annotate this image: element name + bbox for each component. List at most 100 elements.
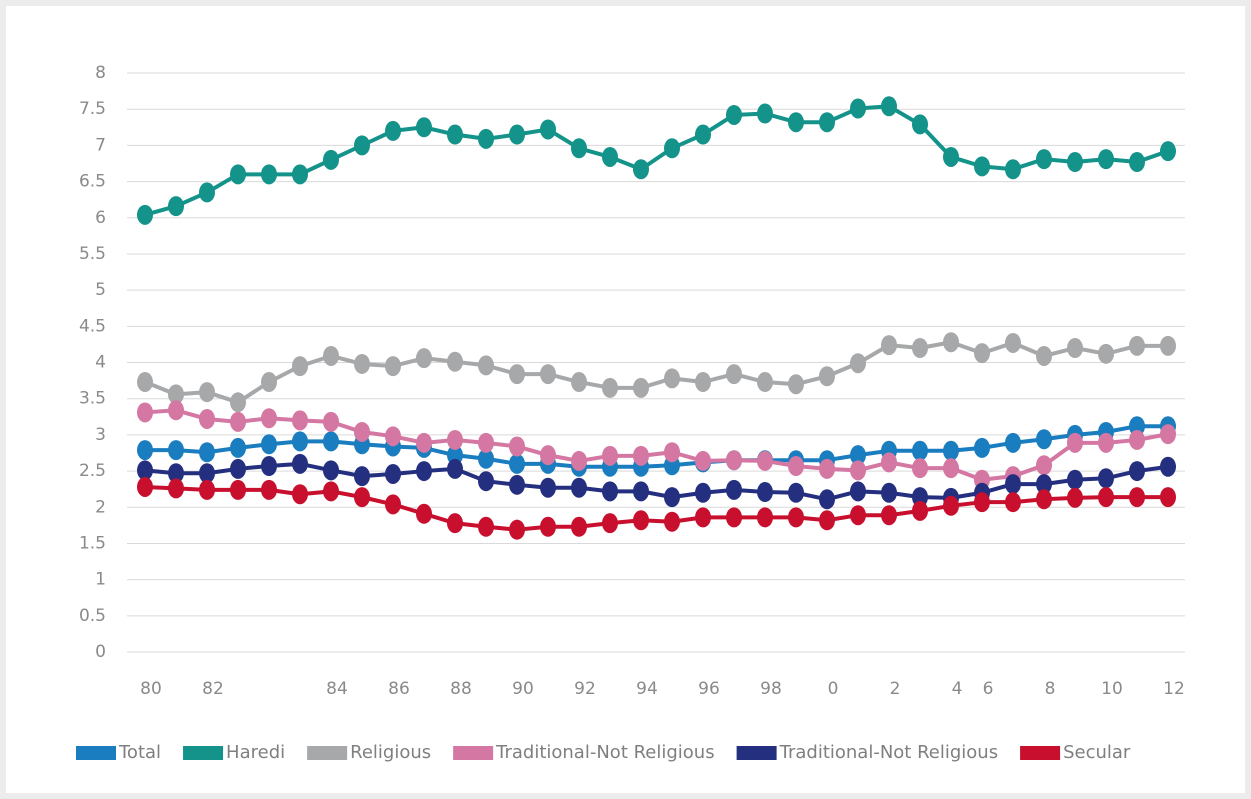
data-point — [230, 392, 246, 413]
data-point — [695, 124, 711, 145]
x-tick-label: 10 — [1101, 679, 1123, 699]
y-tick-label: 5.5 — [79, 244, 106, 264]
data-point — [447, 513, 463, 534]
data-point — [509, 474, 525, 495]
data-point — [416, 432, 432, 453]
data-point — [137, 372, 153, 393]
data-point — [261, 434, 277, 455]
data-point — [168, 478, 184, 499]
data-point — [416, 117, 432, 138]
data-point — [633, 481, 649, 502]
legend-swatch — [183, 746, 224, 760]
legend-label: Traditional-Not Religious — [495, 742, 714, 763]
legend-label: Haredi — [226, 742, 285, 763]
data-point — [788, 112, 804, 133]
data-point — [1129, 335, 1145, 356]
data-point — [819, 366, 835, 387]
data-point — [726, 507, 742, 528]
data-point — [354, 487, 370, 508]
data-point — [416, 461, 432, 482]
data-point — [602, 513, 618, 534]
data-point — [292, 484, 308, 505]
x-tick-label: 94 — [636, 679, 658, 699]
legend-label: Religious — [350, 742, 431, 763]
data-point — [943, 332, 959, 353]
data-point — [757, 372, 773, 393]
data-point — [695, 372, 711, 393]
data-point — [323, 149, 339, 170]
data-point — [1036, 455, 1052, 476]
x-tick-label: 90 — [512, 679, 534, 699]
data-point — [912, 114, 928, 135]
data-point — [509, 124, 525, 145]
data-point — [881, 452, 897, 473]
data-point — [943, 458, 959, 479]
y-tick-label: 3 — [95, 425, 106, 445]
data-point — [261, 372, 277, 393]
x-tick-label: 86 — [388, 679, 410, 699]
data-point — [447, 351, 463, 372]
data-point — [1098, 487, 1114, 508]
data-point — [571, 450, 587, 471]
y-tick-label: 7 — [95, 135, 106, 155]
x-tick-label: 0 — [828, 679, 839, 699]
data-point — [1005, 159, 1021, 180]
data-point — [509, 453, 525, 474]
data-point — [1098, 149, 1114, 170]
data-point — [974, 156, 990, 177]
data-point — [1067, 432, 1083, 453]
data-point — [416, 348, 432, 369]
data-point — [602, 481, 618, 502]
data-point — [323, 411, 339, 432]
data-point — [261, 455, 277, 476]
data-point — [788, 507, 804, 528]
data-point — [633, 445, 649, 466]
y-tick-label: 7.5 — [79, 99, 106, 119]
data-point — [788, 455, 804, 476]
y-tick-label: 4.5 — [79, 316, 106, 336]
data-point — [850, 98, 866, 119]
data-point — [881, 96, 897, 117]
data-point — [633, 377, 649, 398]
data-point — [695, 482, 711, 503]
data-point — [1160, 487, 1176, 508]
data-point — [664, 487, 680, 508]
legend-swatch — [736, 746, 777, 760]
legend-label: Total — [118, 742, 161, 763]
data-point — [1129, 487, 1145, 508]
series-line — [144, 104, 1169, 217]
data-point — [540, 445, 556, 466]
data-point — [1005, 492, 1021, 513]
data-point — [726, 364, 742, 385]
y-tick-label: 5 — [95, 280, 106, 300]
data-point — [137, 402, 153, 423]
data-point — [1129, 429, 1145, 450]
y-tick-label: 2.5 — [79, 461, 106, 481]
legend: Total Haredi Religious Traditional-Not Reli… — [76, 742, 1131, 763]
data-point — [137, 204, 153, 225]
legend-swatch — [76, 746, 116, 760]
data-point — [819, 112, 835, 133]
legend-swatch — [307, 746, 348, 760]
data-point — [1036, 429, 1052, 450]
data-point — [385, 463, 401, 484]
data-point — [385, 120, 401, 141]
data-point — [664, 442, 680, 463]
y-tick-label: 6 — [95, 208, 106, 228]
series-line — [144, 461, 1169, 502]
data-point — [478, 516, 494, 537]
data-point — [509, 519, 525, 540]
data-point — [664, 511, 680, 532]
data-point — [168, 384, 184, 405]
data-point — [912, 338, 928, 359]
data-point — [354, 421, 370, 442]
data-point — [571, 372, 587, 393]
data-point — [292, 453, 308, 474]
data-point — [912, 440, 928, 461]
series-line — [144, 408, 1169, 482]
data-point — [757, 103, 773, 124]
data-point — [230, 458, 246, 479]
data-point — [540, 364, 556, 385]
y-tick-label: 6.5 — [79, 172, 106, 192]
data-point — [943, 440, 959, 461]
